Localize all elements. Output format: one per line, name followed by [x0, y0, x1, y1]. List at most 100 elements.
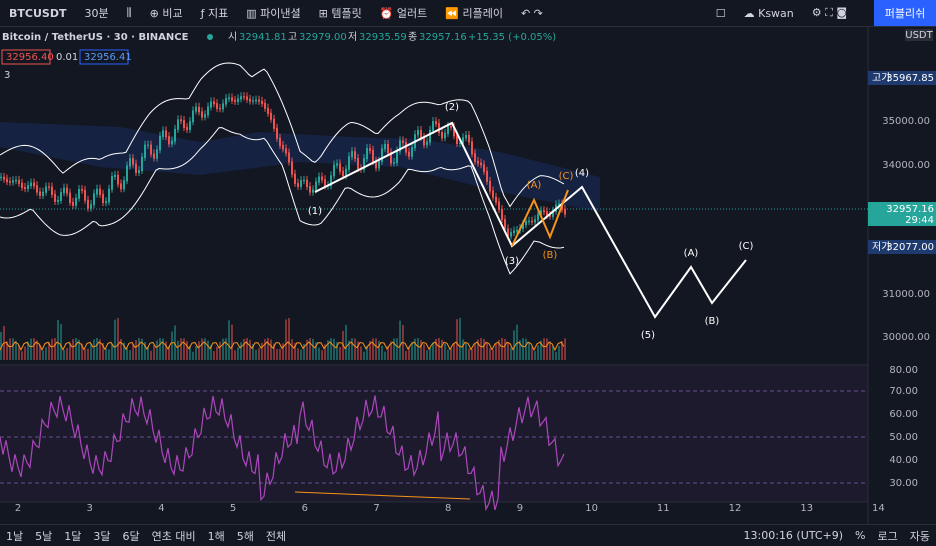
volume-bar	[258, 348, 260, 360]
volume-bar	[237, 347, 239, 360]
volume-bar	[504, 338, 506, 360]
volume-bar	[297, 348, 299, 360]
candle	[6, 178, 8, 183]
candle	[192, 110, 194, 123]
auto[interactable]: 자동	[909, 529, 930, 543]
volume-bar	[66, 347, 68, 360]
volume-bar	[90, 343, 92, 360]
candle	[363, 158, 365, 170]
candle	[411, 147, 413, 157]
volume-bar	[30, 338, 32, 360]
candle	[423, 136, 425, 146]
fullscreen[interactable]: ☐	[715, 6, 726, 20]
volume-bar	[558, 345, 560, 360]
candle	[24, 187, 26, 190]
volume-bar	[165, 341, 167, 360]
time-tick: 4	[158, 503, 164, 514]
volume-bar	[42, 350, 44, 360]
range-button[interactable]: 5해	[236, 529, 254, 543]
wave-label-orange: (A)	[527, 180, 542, 191]
candle	[165, 130, 167, 138]
candle	[549, 215, 551, 217]
volume-bar	[531, 346, 533, 360]
financials[interactable]: ▥ 파이낸셜	[246, 7, 301, 20]
high-label: 고가	[872, 72, 890, 84]
divergence-line	[294, 491, 471, 500]
volume-bar	[528, 341, 530, 360]
volume-bar	[336, 341, 338, 360]
volume-bar	[450, 348, 452, 360]
candle	[312, 189, 314, 193]
range-button[interactable]: 6달	[122, 529, 140, 543]
rsi-tick: 40.00	[889, 455, 918, 466]
rsi-pane	[0, 365, 868, 502]
candle	[156, 149, 158, 159]
wave-abc-line	[511, 189, 569, 247]
range-button[interactable]: 1해	[207, 529, 225, 543]
volume-bar	[534, 351, 536, 360]
candle	[276, 127, 278, 139]
candle	[315, 181, 317, 191]
range-button[interactable]: 연초 대비	[151, 529, 196, 543]
volume-bar	[141, 338, 143, 360]
volume-bar	[348, 340, 350, 360]
rsi-tick: 80.00	[889, 365, 918, 376]
volume-bar	[510, 347, 512, 360]
range-button[interactable]: 1날	[6, 529, 24, 543]
range-button[interactable]: 3달	[93, 529, 111, 543]
candle	[243, 96, 245, 98]
percent[interactable]: %	[855, 529, 866, 542]
volume-bar	[324, 344, 326, 360]
volume-bar	[522, 338, 524, 360]
templates[interactable]: ⊞ 템플릿	[318, 7, 362, 20]
volume-bar	[372, 338, 374, 360]
cloud	[0, 122, 600, 212]
candle	[300, 180, 302, 187]
replay[interactable]: ⏪ 리플레이	[445, 7, 503, 20]
interval[interactable]: 30분	[84, 7, 109, 20]
range-button[interactable]: 5날	[35, 529, 53, 543]
volume-bar	[399, 320, 401, 360]
undo[interactable]: ↶ ↷	[520, 6, 543, 20]
layout[interactable]: ☁ Kswan	[743, 6, 794, 20]
volume-bar	[6, 341, 8, 360]
symbol[interactable]: BTCUSDT	[9, 6, 67, 20]
candle	[48, 186, 50, 188]
settings[interactable]: ⚙ ⛶ ◙	[811, 6, 847, 19]
range-button[interactable]: 전체	[265, 529, 287, 543]
volume-bar	[564, 338, 566, 360]
indicator-count[interactable]: 3	[4, 70, 10, 81]
volume-bar	[171, 331, 173, 360]
candle	[483, 164, 485, 172]
volume-bar	[228, 320, 230, 360]
candle	[0, 176, 2, 178]
candle	[159, 135, 161, 151]
volume-bar	[231, 324, 233, 360]
candle	[546, 211, 548, 217]
volume-bar	[279, 348, 281, 360]
candle	[297, 182, 299, 187]
chart-type[interactable]: ⫼	[126, 6, 132, 19]
volume-bar	[288, 318, 290, 360]
volume-bar	[492, 349, 494, 360]
compare[interactable]: ⊕ 비교	[149, 7, 183, 20]
indicators[interactable]: ƒ 지표	[200, 7, 229, 20]
replay-text: 리플레이	[462, 7, 503, 20]
volume-bar	[444, 343, 446, 360]
volume-bar	[525, 338, 527, 360]
log[interactable]: 로그	[877, 529, 898, 543]
candle	[195, 106, 197, 112]
publish[interactable]: 퍼블리쉬	[874, 0, 936, 26]
volume-bar	[438, 338, 440, 360]
candle	[138, 170, 140, 173]
volume-bar	[159, 338, 161, 360]
candle	[543, 210, 545, 213]
ask: 32956.41	[84, 52, 132, 63]
volume-bar	[105, 348, 107, 360]
high-badge	[868, 71, 936, 85]
price-tick: 34000.00	[882, 160, 930, 171]
alert[interactable]: ⏰ 얼러트	[379, 7, 428, 20]
volume-bar	[309, 338, 311, 360]
volume-bar	[303, 343, 305, 360]
range-button[interactable]: 1달	[64, 529, 82, 543]
